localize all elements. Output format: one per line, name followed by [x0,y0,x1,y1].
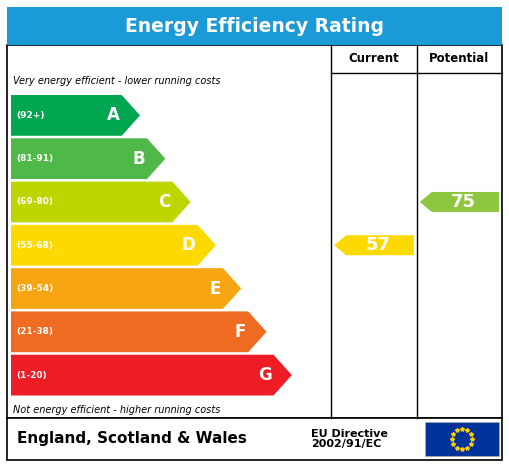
Polygon shape [334,235,414,255]
Text: 75: 75 [450,193,475,211]
Text: Current: Current [349,52,400,65]
Text: C: C [158,193,171,211]
Polygon shape [11,138,165,179]
Polygon shape [11,95,140,136]
Text: A: A [107,106,120,124]
Polygon shape [11,268,241,309]
Text: Potential: Potential [429,52,490,65]
Bar [426,422,499,456]
Text: B: B [132,150,145,168]
Polygon shape [11,225,216,266]
Text: F: F [235,323,246,341]
Text: 2002/91/EC: 2002/91/EC [312,439,382,449]
Text: (69-80): (69-80) [16,198,53,206]
Text: G: G [258,366,271,384]
Text: England, Scotland & Wales: England, Scotland & Wales [17,432,247,446]
Polygon shape [11,355,292,396]
Text: (21-38): (21-38) [16,327,53,336]
Text: Not energy efficient - higher running costs: Not energy efficient - higher running co… [13,405,220,415]
Text: (39-54): (39-54) [16,284,53,293]
Text: (81-91): (81-91) [16,154,53,163]
Bar [7,418,502,460]
Polygon shape [11,182,191,222]
Polygon shape [11,311,267,352]
Text: (55-68): (55-68) [16,241,53,250]
Text: (1-20): (1-20) [16,371,47,380]
Text: E: E [210,280,221,297]
Text: 57: 57 [365,236,390,254]
Text: D: D [182,236,195,254]
Bar [7,7,502,45]
Text: EU Directive: EU Directive [312,429,388,439]
Text: Very energy efficient - lower running costs: Very energy efficient - lower running co… [13,76,220,86]
Bar [7,45,502,418]
Text: Energy Efficiency Rating: Energy Efficiency Rating [125,16,384,35]
Polygon shape [420,192,499,212]
Text: (92+): (92+) [16,111,44,120]
